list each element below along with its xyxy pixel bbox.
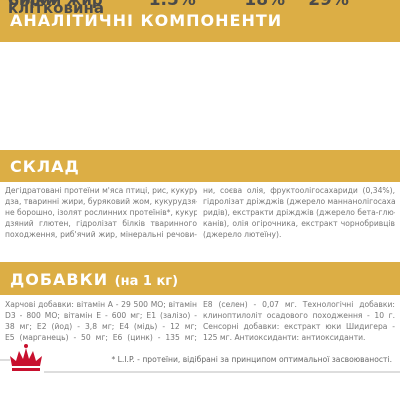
logo-area xyxy=(0,344,400,373)
row-label: Білки xyxy=(8,0,125,9)
value-label: 29% xyxy=(308,0,349,10)
section-title: АНАЛІТИЧНІ КОМПОНЕНТИ xyxy=(10,11,283,30)
text-line: походження, риб'ячий жир, мінеральні реч… xyxy=(5,230,197,239)
text-line: Сенсорні добавки: екстракт юки Шидигера … xyxy=(203,322,395,331)
row-label: Сира клітковина xyxy=(8,0,104,17)
text-line: клиноптилоліт осадового походження - 10 … xyxy=(203,311,395,320)
text-column: Дегідратовані протеїни м'яса птиці, рис,… xyxy=(5,185,197,240)
value-label: 18% xyxy=(244,0,286,10)
text-line: Харчові добавки: вітамін А - 29 500 МО; … xyxy=(5,300,197,309)
value-label: 1.5% xyxy=(148,0,196,10)
text-line: Е5 (марганець) - 50 мг; Е6 (цинк) - 135 … xyxy=(5,333,197,342)
section-title: ДОБАВКИ (на 1 кг) xyxy=(10,270,178,289)
text-line: канів), олія огірочника, екстракт чорноб… xyxy=(203,219,395,228)
text-line: гідролізат дріжджів (джерело маннаноліго… xyxy=(203,197,395,206)
text-line: (джерело лютеїну). xyxy=(203,230,282,239)
text-line: дзяний глютен, гідролізат білків тваринн… xyxy=(5,219,197,228)
text-line: ридів), екстракти дріжджів (джерело бета… xyxy=(203,208,395,217)
bar xyxy=(132,0,237,4)
text-line: ни, соєва олія, фруктоолігосахариди (0,3… xyxy=(203,186,395,195)
text-line: не борошно, ізолят рослинних протеїнів*,… xyxy=(5,208,197,217)
text-line: 38 мг; Е2 (йод) - 3,8 мг; Е4 (мідь) - 12… xyxy=(5,322,197,331)
text-column: Харчові добавки: вітамін А - 29 500 МО; … xyxy=(5,299,197,343)
logo xyxy=(10,344,42,371)
footnote: * L.I.P. - протеїни, відібрані за принци… xyxy=(111,355,392,364)
text-line: D3 - 800 МО; вітамін Е - 600 мг; Е1 (зал… xyxy=(5,311,197,320)
header-band: СКЛАД xyxy=(0,150,400,182)
text-line: дза, тваринні жири, буряковий жом, кукур… xyxy=(5,197,197,206)
title-sub: (на 1 кг) xyxy=(114,274,179,289)
header-band: ДОБАВКИ (на 1 кг) xyxy=(0,262,400,295)
text-column: ни, соєва олія, фруктоолігосахариди (0,3… xyxy=(203,185,395,240)
section-title: СКЛАД xyxy=(10,157,80,176)
text-line: 125 мг. Антиоксиданти: антиоксиданти. xyxy=(203,333,366,342)
header-band: АНАЛІТИЧНІ КОМПОНЕНТИ xyxy=(0,0,400,42)
text-column: Е8 (селен) - 0,07 мг. Технологічні добав… xyxy=(203,299,395,343)
row-label: Сирий жир xyxy=(8,0,125,9)
bar xyxy=(132,0,141,4)
text-line: Дегідратовані протеїни м'яса птиці, рис,… xyxy=(5,186,197,195)
text-line: Е8 (селен) - 0,07 мг. Технологічні добав… xyxy=(203,300,395,309)
title-text: ДОБАВКИ xyxy=(10,270,109,289)
